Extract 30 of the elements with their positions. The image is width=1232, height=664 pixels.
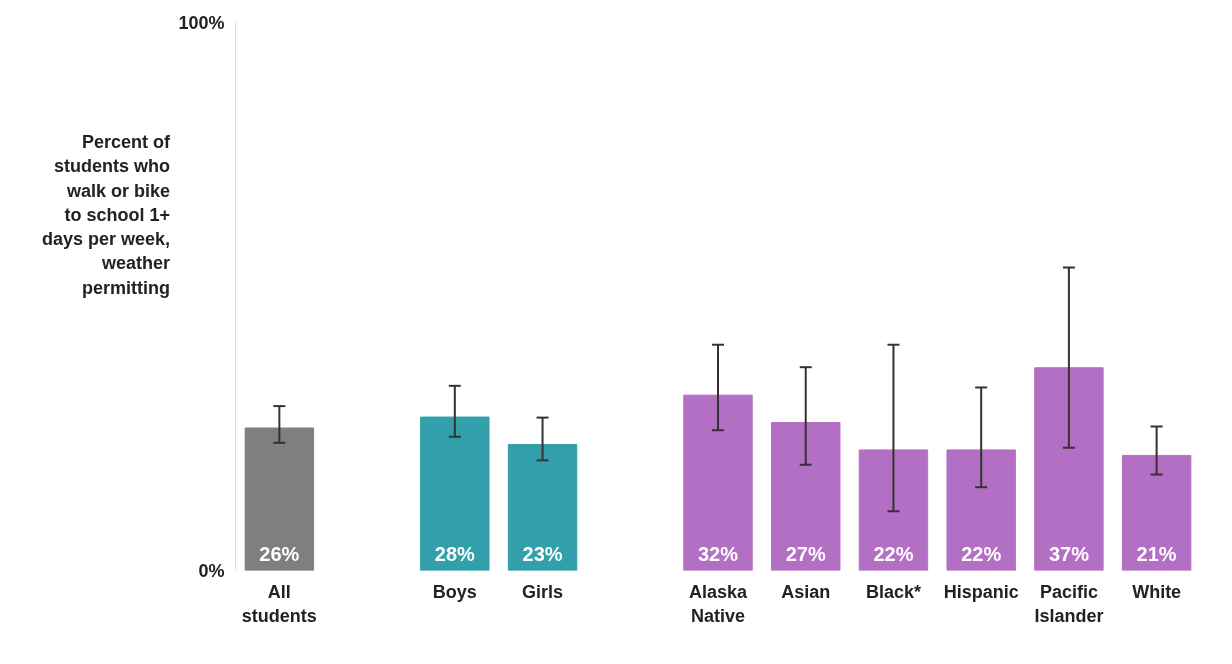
- data-label: 37%: [1048, 542, 1090, 565]
- y-tick-label: 100%: [178, 12, 225, 33]
- data-label: 22%: [961, 542, 1002, 565]
- y-tick-label: 0%: [198, 560, 225, 581]
- bar: [683, 394, 753, 571]
- bar: [507, 443, 578, 571]
- x-tick-label: Pacific Islander: [1034, 581, 1104, 626]
- x-tick-label: Hispanic: [943, 581, 1019, 602]
- x-tick-label: White: [1132, 581, 1182, 602]
- data-label: 22%: [873, 542, 914, 565]
- x-tick-label: Alaska Native: [688, 581, 749, 626]
- bar: [771, 422, 841, 571]
- x-tick-label: Boys: [432, 581, 477, 602]
- x-tick-label: Girls: [522, 581, 564, 602]
- x-tick-label: All students: [241, 581, 317, 626]
- y-axis-title: Percent of students who walk or bike to school 1+ days per week, weather permitting: [41, 131, 170, 300]
- x-tick-label: Asian: [781, 581, 831, 602]
- data-label: 26%: [259, 542, 300, 565]
- bar: [1034, 367, 1104, 571]
- data-label: 21%: [1136, 542, 1177, 565]
- data-label: 28%: [434, 542, 476, 565]
- data-label: 27%: [785, 542, 826, 565]
- data-label: 23%: [522, 542, 563, 565]
- bar: [1121, 454, 1192, 571]
- x-tick-label: Black*: [865, 581, 921, 602]
- bar: [946, 449, 1016, 571]
- data-label: 32%: [697, 542, 739, 565]
- bar: [858, 449, 929, 571]
- bar: [244, 427, 315, 571]
- bar: [420, 416, 490, 571]
